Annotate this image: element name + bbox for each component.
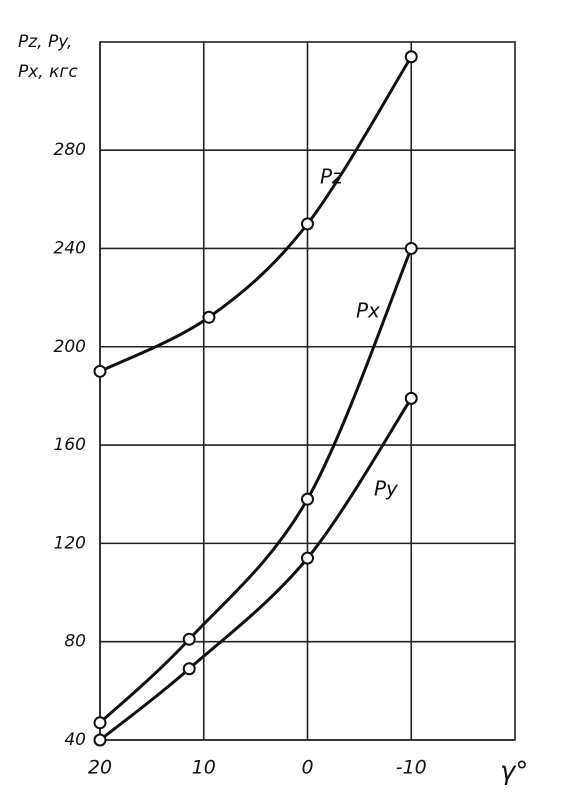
data-point	[301, 217, 314, 231]
y-tick-label: 160	[54, 435, 86, 455]
data-point	[93, 733, 107, 747]
series-line	[98, 247, 413, 724]
x-tick-label: 20	[88, 757, 112, 779]
series-label: Pz	[320, 165, 343, 189]
data-point	[93, 364, 107, 378]
y-tick-label: 80	[64, 632, 86, 652]
x-tick-label: 10	[192, 757, 216, 779]
y-tick-label: 120	[54, 533, 86, 553]
x-tick-label: -10	[396, 757, 427, 779]
y-tick-label: 40	[64, 730, 86, 750]
data-point	[182, 662, 196, 676]
data-point	[404, 241, 418, 255]
series-label: Px	[356, 299, 380, 323]
x-tick-label: 0	[301, 757, 313, 779]
y-tick-label: 280	[54, 140, 86, 160]
y-axis-label: Px, кгс	[18, 62, 78, 82]
series-label: Py	[374, 477, 399, 501]
series-line	[99, 397, 413, 742]
series-line	[99, 55, 413, 373]
data-point	[404, 391, 418, 405]
y-tick-label: 240	[54, 238, 86, 258]
y-tick-label: 200	[54, 337, 86, 357]
x-axis-label: γ°	[500, 757, 528, 787]
data-point	[301, 492, 314, 506]
data-point	[301, 551, 314, 565]
data-point	[182, 632, 196, 646]
data-point	[93, 716, 107, 730]
y-axis-label: Pz, Py,	[18, 32, 72, 52]
data-point	[404, 50, 418, 64]
data-point	[202, 310, 216, 324]
